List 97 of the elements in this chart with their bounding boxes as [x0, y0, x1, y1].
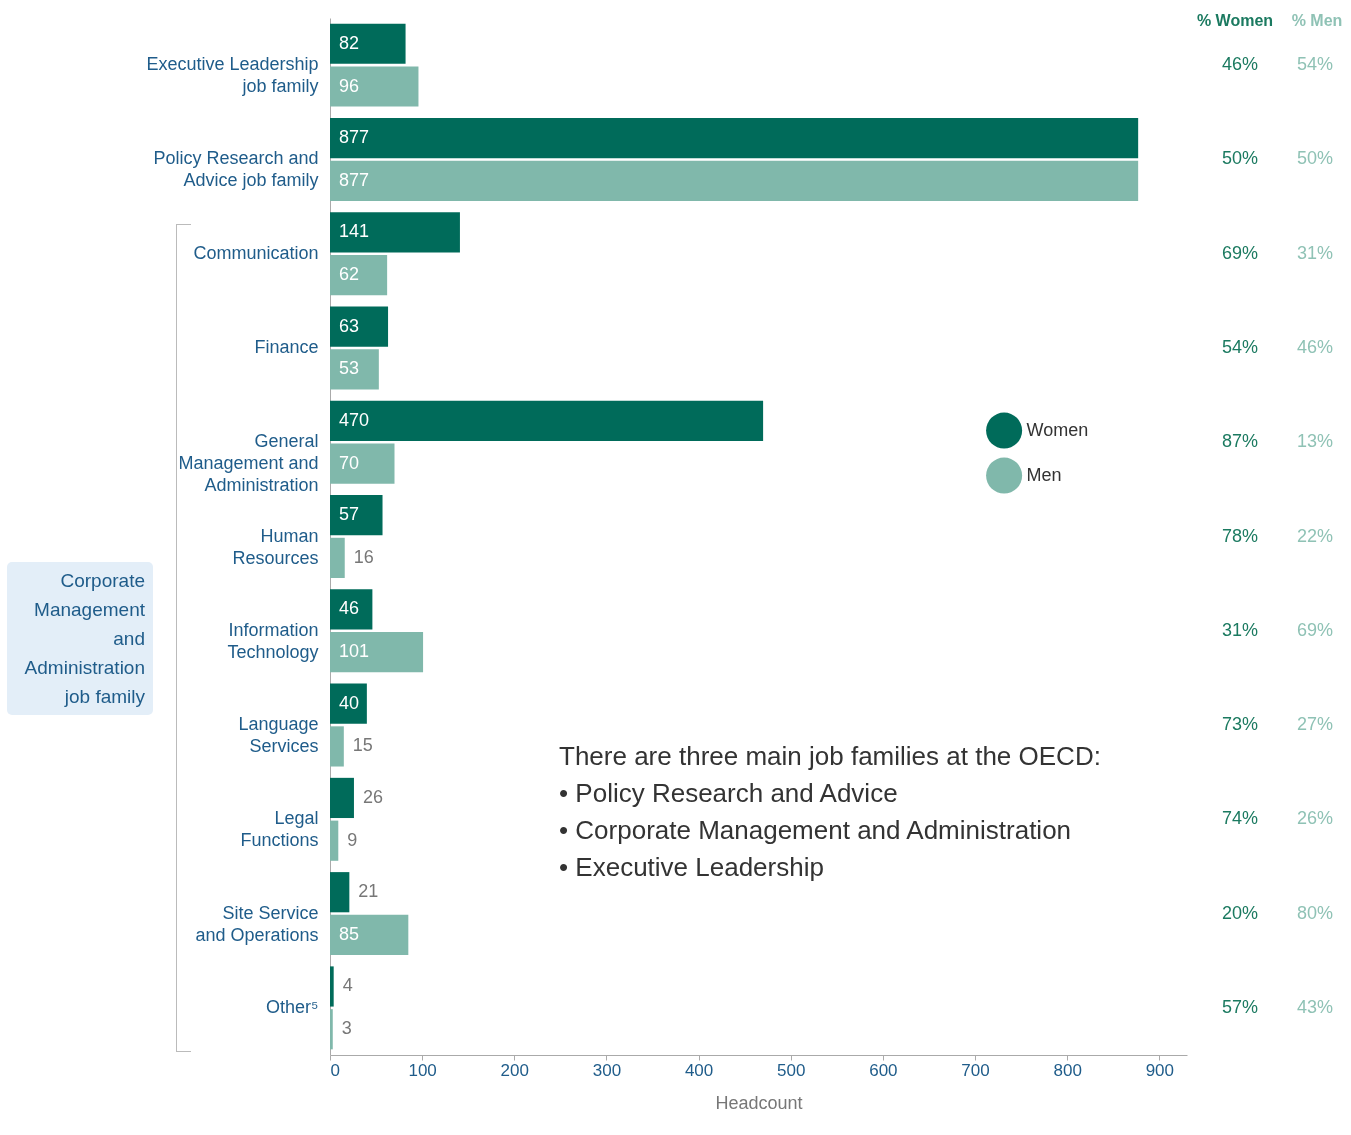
text: 78%	[1221, 525, 1259, 546]
bar	[330, 537, 345, 578]
bar	[330, 23, 406, 64]
bar	[330, 443, 395, 484]
text: 73%	[1221, 714, 1259, 735]
data-label: 63	[339, 315, 360, 336]
text: 57%	[1221, 996, 1259, 1017]
text: 13%	[1296, 431, 1334, 452]
bar	[330, 872, 350, 913]
bar	[330, 160, 1139, 201]
y-tick-label: Legal Functions	[240, 808, 319, 851]
text: 26%	[1296, 808, 1334, 829]
bar	[330, 777, 354, 819]
text: 46%	[1296, 336, 1334, 357]
text: % Women	[1196, 12, 1274, 29]
bar	[330, 820, 339, 861]
data-label: 141	[339, 221, 370, 242]
y-tick-label: General Management and Administration	[178, 431, 319, 496]
x-tick-label: 500	[777, 1060, 806, 1080]
x-tick-label: 200	[500, 1060, 529, 1080]
bar	[330, 914, 409, 956]
text: 54%	[1296, 54, 1334, 75]
text: 31%	[1296, 242, 1334, 263]
bar	[330, 212, 460, 253]
annotation: There are three main job families at the OECD:	[559, 740, 1101, 773]
data-label: 101	[339, 641, 370, 662]
y-tick-label: Other⁵	[266, 996, 319, 1017]
x-axis-title: Headcount	[715, 1092, 803, 1113]
y-tick-label: Language Services	[238, 714, 319, 757]
data-label: 3	[341, 1018, 352, 1039]
x-tick-label: 700	[961, 1060, 990, 1080]
legend-label: Women	[1026, 419, 1089, 440]
bar	[330, 254, 388, 296]
bar	[330, 400, 764, 441]
bar	[330, 306, 389, 347]
x-tick-label: 300	[592, 1060, 622, 1080]
y-tick-label: Communication	[193, 242, 319, 263]
data-label: 9	[347, 829, 358, 850]
data-label: 21	[358, 881, 379, 902]
annotation: • Corporate Management and Administration	[559, 814, 1073, 847]
y-tick-label: Executive Leadership job family	[146, 54, 319, 97]
text: 69%	[1221, 242, 1259, 263]
text: Corporate Management and Administration job family	[7, 562, 153, 715]
bar	[330, 1009, 333, 1050]
bar	[330, 495, 383, 536]
text: 50%	[1296, 148, 1334, 169]
data-label: 877	[339, 127, 370, 148]
text: % Men	[1291, 12, 1343, 29]
data-label: 62	[339, 264, 360, 285]
data-label: 46	[339, 598, 360, 619]
data-label: 877	[339, 169, 370, 190]
bar	[330, 117, 1139, 159]
x-tick-label: 800	[1053, 1060, 1082, 1080]
data-label: 40	[339, 692, 360, 713]
data-label: 26	[362, 786, 383, 807]
bar	[330, 966, 334, 1007]
text: 31%	[1221, 619, 1259, 640]
y-tick-label: Policy Research and Advice job family	[153, 148, 319, 191]
text: 74%	[1221, 808, 1259, 829]
annotation: • Executive Leadership	[559, 851, 825, 884]
data-label: 82	[339, 32, 360, 53]
data-label: 85	[339, 923, 360, 944]
y-tick-label: Finance	[254, 336, 319, 357]
data-label: 53	[339, 358, 360, 379]
y-tick-label: Information Technology	[227, 619, 319, 662]
text: 80%	[1296, 902, 1334, 923]
data-label: 70	[339, 452, 360, 473]
y-tick-label: Site Service and Operations	[195, 902, 319, 945]
text: 20%	[1221, 902, 1259, 923]
text: 87%	[1221, 431, 1259, 452]
text: 54%	[1221, 336, 1259, 357]
text: 43%	[1296, 996, 1334, 1017]
x-tick-label: 400	[684, 1060, 714, 1080]
bar	[330, 66, 419, 107]
data-label: 16	[353, 546, 374, 567]
text: 22%	[1296, 525, 1334, 546]
text: 46%	[1221, 54, 1259, 75]
data-label: 57	[339, 504, 360, 525]
bar	[330, 589, 373, 630]
data-label: 470	[339, 409, 370, 430]
x-tick-label: 600	[869, 1060, 898, 1080]
bar	[330, 632, 424, 673]
text: 69%	[1296, 619, 1334, 640]
text: 27%	[1296, 714, 1334, 735]
annotation: • Policy Research and Advice	[559, 777, 899, 810]
text: 50%	[1221, 148, 1259, 169]
bar	[330, 683, 367, 724]
data-label: 96	[339, 75, 360, 96]
x-tick-label: 900	[1145, 1060, 1175, 1080]
data-label: 4	[342, 975, 353, 996]
bar	[330, 726, 344, 767]
x-tick-label: 100	[408, 1060, 437, 1080]
x-tick-label: 0	[330, 1060, 340, 1080]
data-label: 15	[352, 735, 373, 756]
y-tick-label: Human Resources	[232, 525, 319, 568]
legend-label: Men	[1026, 464, 1062, 485]
bar	[330, 349, 379, 390]
